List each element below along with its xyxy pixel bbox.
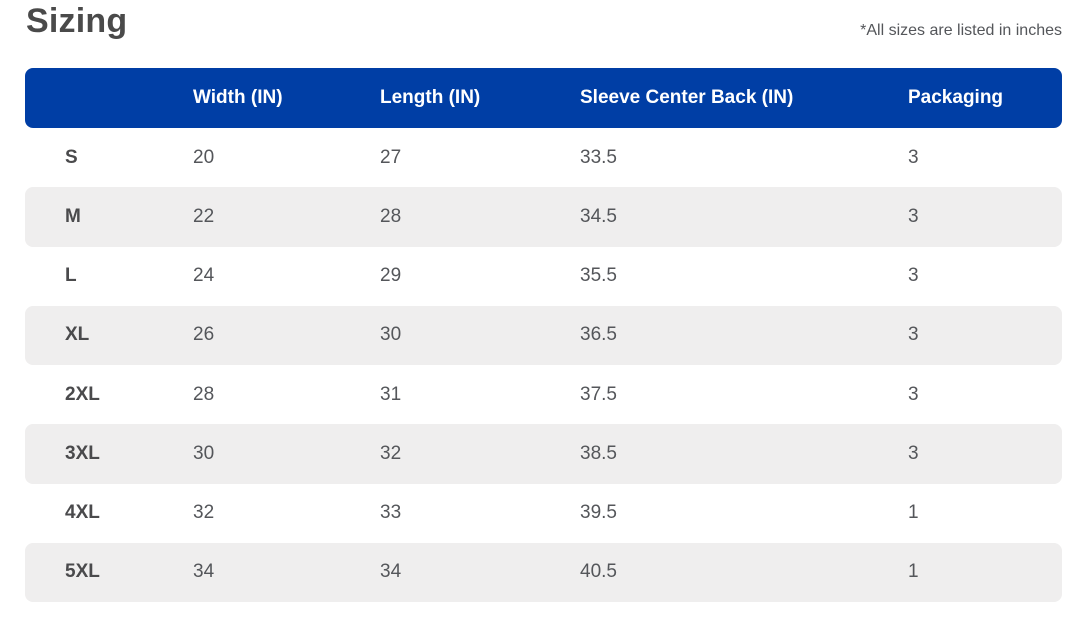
size-label: S xyxy=(65,146,78,168)
sleeve-value: 35.5 xyxy=(580,265,617,287)
table-row-s: S 20 27 33.5 3 xyxy=(25,128,1062,187)
width-value: 28 xyxy=(193,383,215,405)
packaging-value: 3 xyxy=(908,265,919,287)
width-value: 34 xyxy=(193,561,215,583)
table-row-3xl: 3XL 30 32 38.5 3 xyxy=(25,424,1062,484)
column-header-width: Width (IN) xyxy=(193,87,283,108)
size-label: XL xyxy=(65,324,90,346)
packaging-value: 1 xyxy=(908,561,919,583)
size-label: 4XL xyxy=(65,502,100,524)
length-value: 32 xyxy=(380,442,402,464)
sleeve-value: 40.5 xyxy=(580,561,617,583)
page-title: Sizing xyxy=(26,2,128,40)
width-value: 30 xyxy=(193,442,215,464)
sizing-table: Width (IN) Length (IN) Sleeve Center Bac… xyxy=(25,68,1062,602)
size-label: 3XL xyxy=(65,442,100,464)
column-header-packaging: Packaging xyxy=(908,87,1004,108)
size-label: M xyxy=(65,205,81,227)
packaging-value: 3 xyxy=(908,146,919,168)
packaging-value: 3 xyxy=(908,205,919,227)
packaging-value: 3 xyxy=(908,324,919,346)
column-header-length: Length (IN) xyxy=(380,87,481,108)
sleeve-value: 34.5 xyxy=(580,205,617,227)
table-row-xl: XL 26 30 36.5 3 xyxy=(25,305,1062,365)
length-value: 31 xyxy=(380,383,402,405)
units-note: *All sizes are listed in inches xyxy=(860,22,1062,39)
length-value: 34 xyxy=(380,561,402,583)
sleeve-value: 37.5 xyxy=(580,383,617,405)
size-label: 2XL xyxy=(65,383,100,405)
width-value: 32 xyxy=(193,502,215,524)
packaging-value: 3 xyxy=(908,383,919,405)
length-value: 29 xyxy=(380,265,402,287)
table-header-row: Width (IN) Length (IN) Sleeve Center Bac… xyxy=(25,68,1062,128)
table-row-m: M 22 28 34.5 3 xyxy=(25,187,1062,247)
packaging-value: 1 xyxy=(908,502,919,524)
table-row-5xl: 5XL 34 34 40.5 1 xyxy=(25,542,1062,602)
column-header-sleeve-center-back: Sleeve Center Back (IN) xyxy=(580,87,794,108)
table-row-2xl: 2XL 28 31 37.5 3 xyxy=(25,365,1062,424)
size-label: L xyxy=(65,265,77,287)
length-value: 30 xyxy=(380,324,402,346)
width-value: 20 xyxy=(193,146,215,168)
length-value: 33 xyxy=(380,502,402,524)
width-value: 26 xyxy=(193,324,215,346)
width-value: 24 xyxy=(193,265,215,287)
sleeve-value: 36.5 xyxy=(580,324,617,346)
width-value: 22 xyxy=(193,205,215,227)
table-row-l: L 24 29 35.5 3 xyxy=(25,247,1062,306)
length-value: 28 xyxy=(380,205,402,227)
size-label: 5XL xyxy=(65,561,100,583)
sleeve-value: 38.5 xyxy=(580,442,617,464)
packaging-value: 3 xyxy=(908,442,919,464)
sleeve-value: 33.5 xyxy=(580,146,617,168)
length-value: 27 xyxy=(380,146,402,168)
sleeve-value: 39.5 xyxy=(580,502,617,524)
table-row-4xl: 4XL 32 33 39.5 1 xyxy=(25,484,1062,543)
